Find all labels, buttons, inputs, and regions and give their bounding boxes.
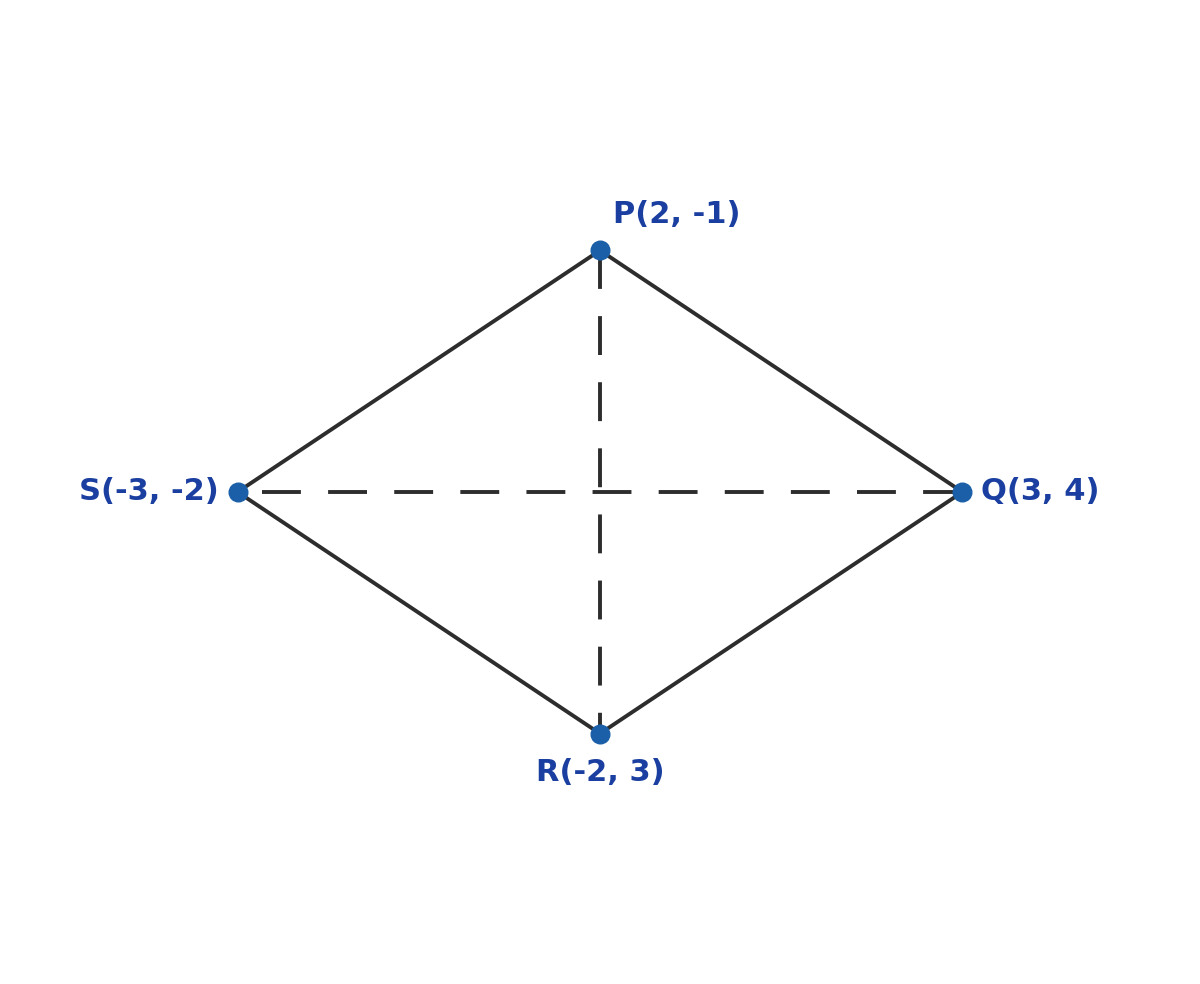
Point [953,484,972,500]
Point [590,726,610,742]
Text: Q(3, 4): Q(3, 4) [982,477,1099,507]
Text: R(-2, 3): R(-2, 3) [535,758,665,786]
Point [590,242,610,258]
Text: S(-3, -2): S(-3, -2) [79,477,218,507]
Text: P(2, -1): P(2, -1) [613,200,740,229]
Point [228,484,247,500]
